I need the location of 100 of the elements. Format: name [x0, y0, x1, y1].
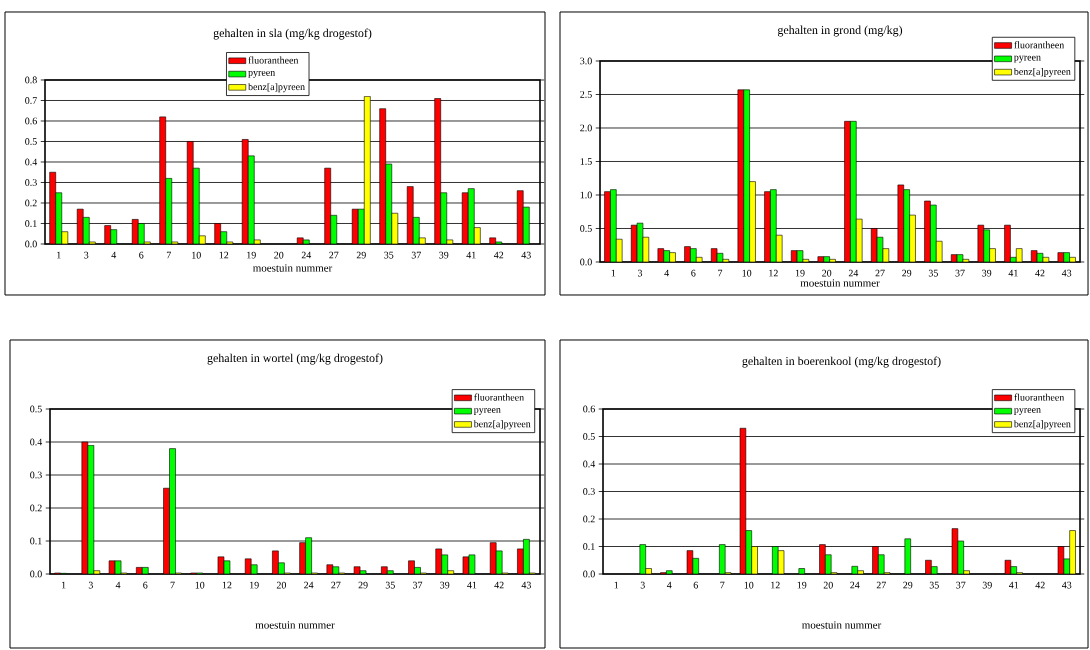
x-tick-label: 6 — [139, 251, 144, 259]
x-tick-label: 7 — [166, 251, 171, 259]
x-tick-label: 19 — [247, 251, 256, 259]
x-tick-label: 12 — [219, 251, 229, 259]
x-tick-label: 10 — [744, 581, 754, 589]
x-tick-label: 7 — [718, 269, 723, 277]
x-tick-label: 42 — [1035, 269, 1045, 277]
x-tick-label: 7 — [170, 581, 175, 589]
y-tick-label: 0.4 — [25, 158, 38, 166]
y-tick-label: 0.5 — [25, 138, 37, 145]
x-tick-label: 29 — [902, 269, 912, 277]
y-tick-label: 0.2 — [583, 515, 595, 523]
x-tick-label: 35 — [929, 581, 939, 589]
y-tick-label: 0.4 — [30, 438, 43, 446]
legend-label: pyreen — [1014, 408, 1041, 415]
x-tick-label: 3 — [88, 581, 93, 589]
y-tick-label: 0.0 — [583, 570, 595, 578]
legend-label: benz[a]pyreen — [1013, 67, 1071, 77]
x-tick-label: 1 — [57, 251, 61, 259]
chart-title: gehalten in grond (mg/kg) — [777, 25, 903, 37]
x-tick-label: 20 — [276, 581, 286, 589]
x-tick-label: 6 — [693, 581, 698, 589]
y-tick-label: 3.0 — [580, 57, 592, 65]
x-tick-label: 39 — [982, 581, 992, 589]
x-tick-label: 39 — [440, 581, 450, 589]
y-tick-label: 0.3 — [30, 471, 42, 479]
x-tick-label: 29 — [358, 581, 368, 589]
y-tick-label: 0.5 — [580, 225, 592, 232]
x-tick-label: 20 — [822, 269, 832, 277]
x-tick-label: 7 — [720, 581, 725, 589]
x-tick-label: 41 — [466, 251, 476, 259]
y-tick-label: 0.2 — [25, 199, 37, 207]
y-tick-label: 0.3 — [25, 179, 37, 186]
y-tick-label: 0.1 — [30, 537, 42, 545]
chart-title: gehalten in sla (mg/kg drogestof) — [213, 28, 372, 40]
x-tick-label: 35 — [385, 581, 395, 589]
legend-label: benz[a]pyreen — [473, 420, 531, 430]
x-tick-label: 37 — [413, 581, 423, 589]
x-tick-label: 3 — [84, 251, 89, 259]
x-tick-label: 20 — [274, 251, 284, 259]
x-tick-label: 3 — [638, 269, 643, 277]
x-tick-label: 4 — [115, 581, 121, 589]
x-tick-label: 27 — [875, 269, 885, 277]
x-tick-label: 24 — [848, 269, 859, 277]
x-tick-label: 42 — [1035, 581, 1045, 589]
x-axis-title: moestuin nummer — [802, 621, 882, 629]
y-tick-label: 0.5 — [583, 433, 595, 440]
chart-title: gehalten in boerenkool (mg/kg drogestof) — [742, 356, 941, 368]
x-tick-label: 4 — [664, 269, 670, 277]
x-tick-label: 27 — [331, 581, 341, 589]
x-axis-title: moestuin nummer — [800, 279, 880, 287]
x-tick-label: 4 — [111, 251, 117, 259]
x-tick-label: 24 — [850, 581, 860, 589]
y-tick-label: 0.8 — [25, 76, 37, 84]
x-tick-label: 1 — [611, 269, 616, 277]
y-tick-label: 0.6 — [583, 405, 595, 413]
x-tick-label: 27 — [876, 581, 886, 589]
x-tick-label: 6 — [691, 269, 696, 277]
y-tick-label: 0.1 — [583, 543, 595, 550]
x-tick-label: 12 — [771, 581, 780, 589]
y-tick-label: 2.0 — [580, 124, 592, 132]
x-tick-label: 12 — [222, 581, 232, 589]
x-tick-label: 42 — [493, 251, 504, 259]
legend-label: benz[a]pyreen — [248, 83, 305, 93]
y-tick-label: 0.4 — [583, 460, 596, 468]
legend-label: pyreen — [473, 408, 501, 415]
x-tick-label: 4 — [666, 581, 672, 589]
y-tick-label: 0.7 — [25, 97, 37, 104]
x-tick-label: 19 — [797, 581, 807, 589]
legend-label: fluorantheen — [248, 56, 299, 64]
y-tick-label: 2.5 — [580, 91, 592, 98]
x-axis-title: moestuin nummer — [255, 621, 335, 629]
x-tick-label: 37 — [955, 269, 965, 277]
y-tick-label: 0.0 — [25, 240, 37, 248]
x-tick-label: 29 — [903, 581, 913, 589]
y-tick-label: 0.0 — [30, 570, 42, 578]
x-tick-label: 1 — [62, 581, 66, 589]
y-tick-label: 0.3 — [583, 488, 595, 495]
x-axis-title: moestuin nummer — [253, 264, 333, 272]
y-tick-label: 1.0 — [580, 191, 592, 199]
x-tick-label: 35 — [384, 251, 394, 259]
y-tick-label: 0.5 — [30, 405, 42, 413]
x-tick-label: 43 — [1061, 269, 1072, 277]
x-tick-label: 37 — [411, 251, 421, 259]
legend-label: pyreen — [248, 70, 276, 78]
chart-title: gehalten in wortel (mg/kg drogestof) — [207, 353, 383, 365]
x-tick-label: 24 — [304, 581, 314, 589]
x-tick-label: 41 — [1008, 581, 1019, 589]
x-tick-label: 41 — [1008, 269, 1018, 277]
legend-label: benz[a]pyreen — [1013, 420, 1071, 430]
x-tick-label: 39 — [439, 251, 449, 259]
x-tick-label: 3 — [640, 581, 645, 589]
y-tick-label: 0.2 — [30, 504, 42, 512]
legend-label: fluorantheen — [1014, 41, 1065, 49]
x-tick-label: 35 — [928, 269, 938, 277]
legend-label: pyreen — [1014, 55, 1041, 63]
y-tick-label: 0.6 — [25, 117, 37, 125]
x-tick-label: 41 — [467, 581, 477, 589]
x-tick-label: 19 — [250, 581, 259, 589]
legend-label: fluorantheen — [474, 393, 524, 401]
